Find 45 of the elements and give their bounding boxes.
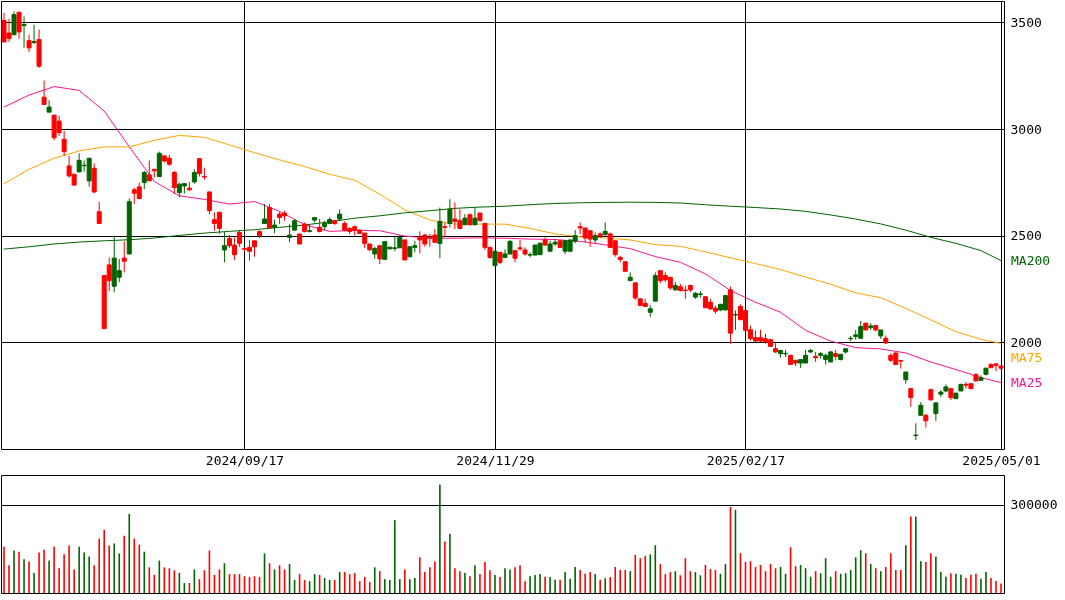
candlestick (171, 170, 177, 195)
candlestick (206, 191, 212, 215)
candlestick (121, 240, 127, 273)
candlestick (141, 170, 147, 190)
y-tick-label: 2500 (1010, 228, 1042, 244)
candlestick (402, 239, 408, 261)
y-tick-label: 3000 (1010, 121, 1042, 137)
candlestick (31, 24, 37, 45)
line-series (3, 134, 1002, 344)
series-label: MA200 (1010, 252, 1051, 268)
candlestick (116, 258, 122, 283)
y-tick-label: 3500 (1010, 14, 1042, 30)
x-tick-label: 2024/11/29 (456, 452, 535, 468)
candlestick (287, 223, 293, 243)
candlestick (262, 203, 268, 225)
candlestick (437, 207, 443, 259)
candlestick (91, 162, 97, 194)
x-tick-label: 2025/02/17 (706, 452, 786, 468)
y-tick-label: 2000 (1010, 334, 1042, 350)
x-tick-label: 2024/09/17 (205, 452, 285, 468)
candlestick (146, 159, 152, 182)
candlestick (908, 388, 914, 408)
candlestick (16, 10, 22, 40)
candlestick (442, 221, 448, 238)
candlestick (21, 15, 27, 49)
candlestick (216, 210, 222, 235)
line-series (3, 86, 1002, 384)
candlestick (96, 201, 102, 225)
candlestick (472, 207, 478, 226)
candlestick (231, 236, 237, 261)
y-tick-label: 300000 (1010, 497, 1058, 512)
candlestick (933, 401, 939, 422)
candlestick (86, 157, 92, 188)
candlestick (732, 310, 738, 331)
series-label: MA75 (1010, 350, 1043, 366)
series-label: MA25 (1010, 374, 1043, 390)
candlestick (46, 99, 52, 113)
candlestick (11, 10, 17, 36)
candlestick (156, 151, 162, 178)
candlestick (26, 34, 32, 53)
candlestick (41, 80, 47, 105)
candlestick (417, 230, 423, 254)
x-tick-label: 2025/05/01 (962, 452, 1041, 468)
candlestick (377, 245, 383, 265)
candlestick (267, 203, 273, 230)
